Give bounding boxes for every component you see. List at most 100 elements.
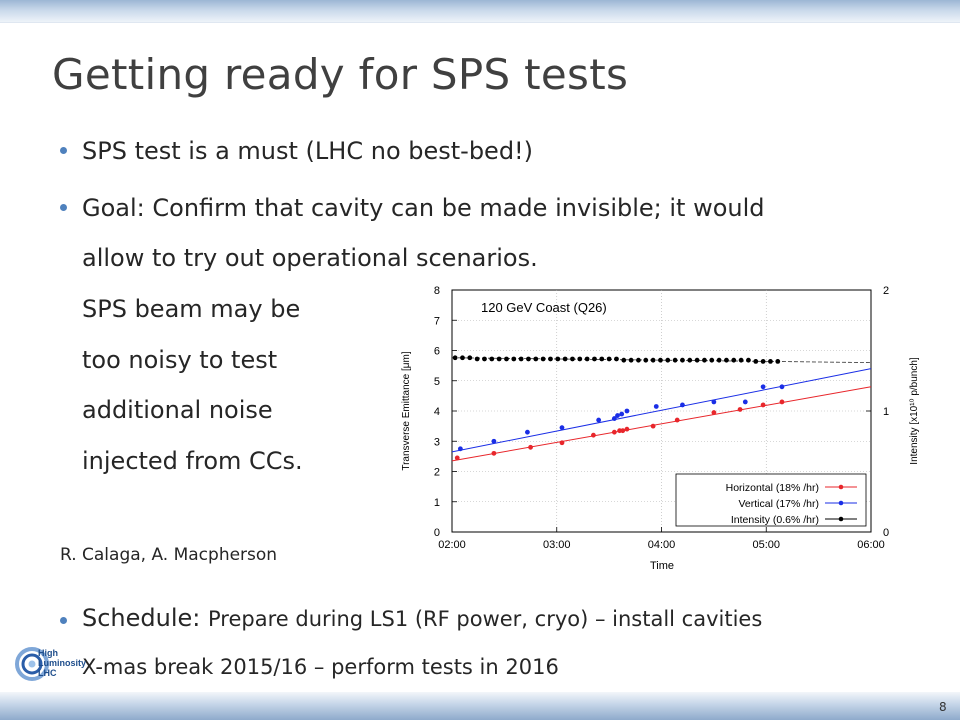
data-point xyxy=(760,384,766,390)
data-points xyxy=(452,355,785,461)
data-point xyxy=(665,357,671,363)
data-point xyxy=(650,357,656,363)
data-point xyxy=(548,356,553,362)
data-point xyxy=(636,357,641,363)
data-point xyxy=(504,356,509,362)
data-point xyxy=(611,429,617,435)
logo-text: High Luminosity LHC xyxy=(38,648,86,678)
chart-title: 120 GeV Coast (Q26) xyxy=(481,300,607,315)
data-point xyxy=(702,357,707,363)
chart-svg: 0 1 2 3 4 5 6 7 8 0 1 2 02:00 03:00 04:00 05:00 06:00 12… xyxy=(401,285,920,572)
x-tick-label: 02:00 xyxy=(438,539,466,551)
chart-legend: Horizontal (18% /hr) Vertical (17% /hr) In… xyxy=(675,473,867,527)
fit-lines xyxy=(451,357,872,462)
data-point xyxy=(624,408,630,414)
data-point xyxy=(474,356,480,362)
data-point xyxy=(555,356,561,362)
data-point xyxy=(779,399,785,405)
data-point xyxy=(467,355,473,361)
logo-line-3: LHC xyxy=(38,668,57,678)
data-point xyxy=(489,356,495,362)
data-point xyxy=(650,423,656,429)
bullet-dot xyxy=(60,204,67,211)
top-decorative-band xyxy=(0,0,960,22)
data-point xyxy=(680,402,685,408)
fit-line xyxy=(451,368,872,453)
data-point xyxy=(591,432,596,438)
data-point xyxy=(518,356,524,362)
bullet-dot xyxy=(60,147,67,154)
data-point xyxy=(620,428,626,434)
data-point xyxy=(533,356,539,362)
bullet-text-2-line-6: injected from CCs. xyxy=(82,447,303,475)
fit-line xyxy=(451,386,872,462)
y2-tick-label: 2 xyxy=(883,285,889,297)
data-point xyxy=(738,357,744,363)
y2-tick-label: 0 xyxy=(883,527,889,539)
bullet-text-2-line-1: Goal: Confirm that cavity can be made in… xyxy=(82,194,765,222)
data-point xyxy=(614,356,619,362)
data-point xyxy=(768,358,773,364)
y-tick-label: 1 xyxy=(434,497,440,509)
data-point xyxy=(709,357,715,363)
bottom-decorative-band xyxy=(0,692,960,720)
y-tick-label: 6 xyxy=(434,346,440,358)
x-axis-label: Time xyxy=(650,560,674,572)
data-point xyxy=(452,355,458,361)
data-point xyxy=(491,450,497,456)
legend-box xyxy=(675,473,867,527)
legend-marker xyxy=(838,516,844,522)
data-point xyxy=(611,416,617,421)
data-point xyxy=(592,356,597,362)
data-point xyxy=(528,444,533,450)
data-point xyxy=(753,358,759,364)
legend-marker xyxy=(838,500,844,506)
hilumi-logo-icon xyxy=(15,647,49,681)
schedule-heading: Schedule: xyxy=(82,604,201,632)
data-point xyxy=(643,357,649,363)
data-point xyxy=(482,356,487,362)
y-tick-label: 8 xyxy=(434,285,440,297)
top-band-divider xyxy=(0,22,960,23)
image-credit: R. Calaga, A. Macpherson xyxy=(60,545,278,565)
data-point xyxy=(672,357,678,363)
x-tick-label: 03:00 xyxy=(543,539,571,551)
data-point xyxy=(731,357,737,363)
data-point xyxy=(540,356,546,362)
bullet-text-2-line-4: too noisy to test xyxy=(82,346,278,374)
data-point xyxy=(460,355,465,361)
legend-marker xyxy=(838,484,844,490)
data-point xyxy=(658,357,663,363)
data-point xyxy=(454,455,460,461)
x-tick-label: 06:00 xyxy=(857,539,885,551)
bullet-text-2-line-5: additional noise xyxy=(82,396,273,424)
y-tick-label: 5 xyxy=(434,376,440,388)
data-point xyxy=(457,446,463,452)
data-point xyxy=(491,438,497,444)
data-point xyxy=(596,417,602,423)
data-point xyxy=(775,358,781,364)
data-point xyxy=(737,407,743,412)
data-point xyxy=(496,356,502,362)
data-point xyxy=(694,357,700,363)
data-point xyxy=(559,440,565,446)
legend-label: Horizontal (18% /hr) xyxy=(726,482,819,494)
y-tick-label: 4 xyxy=(434,406,440,418)
x-tick-label: 04:00 xyxy=(648,539,676,551)
y-axis-label: Transverse Emittance [μm] xyxy=(401,351,412,471)
data-point xyxy=(526,356,531,362)
axis-ticks: 0 1 2 3 4 5 6 7 8 0 1 2 02:00 03:00 04:00 05:00 06:00 xyxy=(434,285,889,551)
bullet-text-3-line-2: X-mas break 2015/16 – perform tests in 2… xyxy=(82,655,559,679)
emittance-chart: 0 1 2 3 4 5 6 7 8 0 1 2 02:00 03:00 04:00 05:00 06:00 12… xyxy=(393,276,927,574)
y-tick-label: 2 xyxy=(434,467,440,479)
data-point xyxy=(577,356,583,362)
data-point xyxy=(559,425,565,431)
page-number: 8 xyxy=(939,700,947,714)
data-point xyxy=(584,356,590,362)
data-point xyxy=(716,357,722,363)
legend-label: Intensity (0.6% /hr) xyxy=(731,514,819,526)
data-point xyxy=(746,357,751,363)
data-point xyxy=(724,357,729,363)
y-tick-label: 3 xyxy=(434,436,440,448)
data-point xyxy=(621,357,627,363)
